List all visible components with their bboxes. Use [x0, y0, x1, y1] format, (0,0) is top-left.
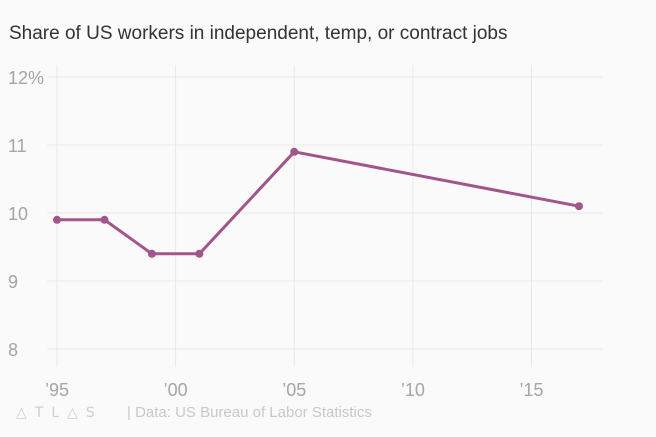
chart-title: Share of US workers in independent, temp… [9, 23, 508, 44]
y-tick-label: 12% [8, 68, 44, 88]
data-point [575, 202, 583, 211]
data-point [290, 147, 299, 156]
data-point [195, 249, 204, 258]
data-point [147, 249, 156, 258]
x-tick-label: ’00 [164, 380, 188, 400]
grid-lines [47, 65, 603, 367]
x-tick-label: ’05 [282, 380, 306, 400]
atlas-logo: △TL△S [16, 405, 103, 421]
x-tick-label: ’10 [401, 380, 425, 400]
y-tick-label: 9 [8, 272, 18, 292]
source-note: | Data: US Bureau of Labor Statistics [127, 404, 372, 421]
y-tick-label: 11 [8, 136, 27, 156]
data-point [100, 215, 109, 224]
y-tick-label: 8 [8, 340, 18, 360]
x-tick-label: ’15 [520, 380, 544, 400]
axis-tick-labels: 8 9 10 11 12% ’95 ’00 ’05 ’10 ’15 [8, 68, 544, 400]
series-line [55, 150, 581, 256]
footer: △TL△S | Data: US Bureau of Labor Statist… [16, 404, 372, 421]
y-tick-label: 10 [8, 204, 28, 224]
data-series [53, 147, 583, 258]
x-tick-label: ’95 [45, 380, 69, 400]
data-point [53, 215, 61, 224]
